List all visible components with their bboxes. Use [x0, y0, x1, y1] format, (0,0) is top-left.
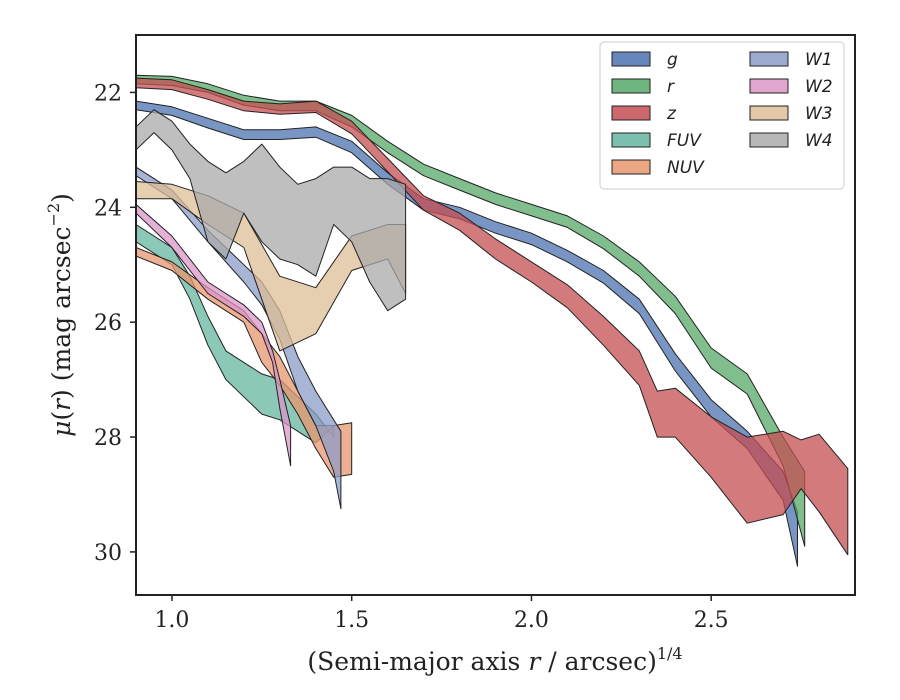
legend-label-nuv: NUV [667, 158, 705, 178]
y-tick-label: 22 [94, 81, 122, 106]
y-axis-ticks: 22 24 26 28 30 [94, 81, 136, 566]
y-tick-label: 26 [94, 311, 122, 336]
y-tick-label: 28 [94, 426, 122, 451]
x-axis-label: (Semi-major axis r / arcsec)1/4 [307, 644, 682, 676]
band-z [136, 77, 849, 556]
x-tick-label: 1.5 [334, 608, 369, 633]
band-w4 [136, 109, 407, 312]
legend-label-w4: W4 [805, 131, 833, 151]
legend-label-fuv: FUV [667, 131, 702, 151]
band-w2 [136, 203, 292, 467]
series-bands [136, 74, 849, 567]
legend-label-w1: W1 [805, 50, 833, 70]
x-axis-ticks: 1.0 1.5 2.0 2.5 [154, 595, 729, 633]
legend-swatch-w4 [749, 132, 789, 148]
legend-label-z: z [666, 104, 677, 124]
legend-label-g: g [667, 50, 678, 70]
legend-label-r: r [667, 77, 675, 97]
legend-swatch-fuv [611, 132, 651, 148]
band-g [136, 100, 798, 567]
legend-swatch-w2 [749, 78, 789, 94]
legend-swatch-nuv [611, 159, 651, 175]
x-tick-label: 1.0 [154, 608, 189, 633]
band-w1 [136, 166, 342, 510]
legend-swatch-w3 [749, 105, 789, 121]
legend: grz FUV NUV W1 W2 W3 W4 [599, 41, 845, 190]
legend-label-w2: W2 [805, 77, 833, 97]
y-tick-label: 24 [94, 196, 122, 221]
legend-swatch-r [611, 78, 651, 94]
y-tick-label: 30 [94, 541, 122, 566]
legend-swatch-g [611, 51, 651, 67]
y-axis-label: μ(r) (mag arcsec−2) [44, 193, 76, 437]
legend-swatch-w1 [749, 51, 789, 67]
legend-label-w3: W3 [805, 104, 833, 124]
legend-swatch-z [611, 105, 651, 121]
x-tick-label: 2.0 [514, 608, 549, 633]
plot-frame [135, 34, 856, 596]
x-tick-label: 2.5 [694, 608, 729, 633]
